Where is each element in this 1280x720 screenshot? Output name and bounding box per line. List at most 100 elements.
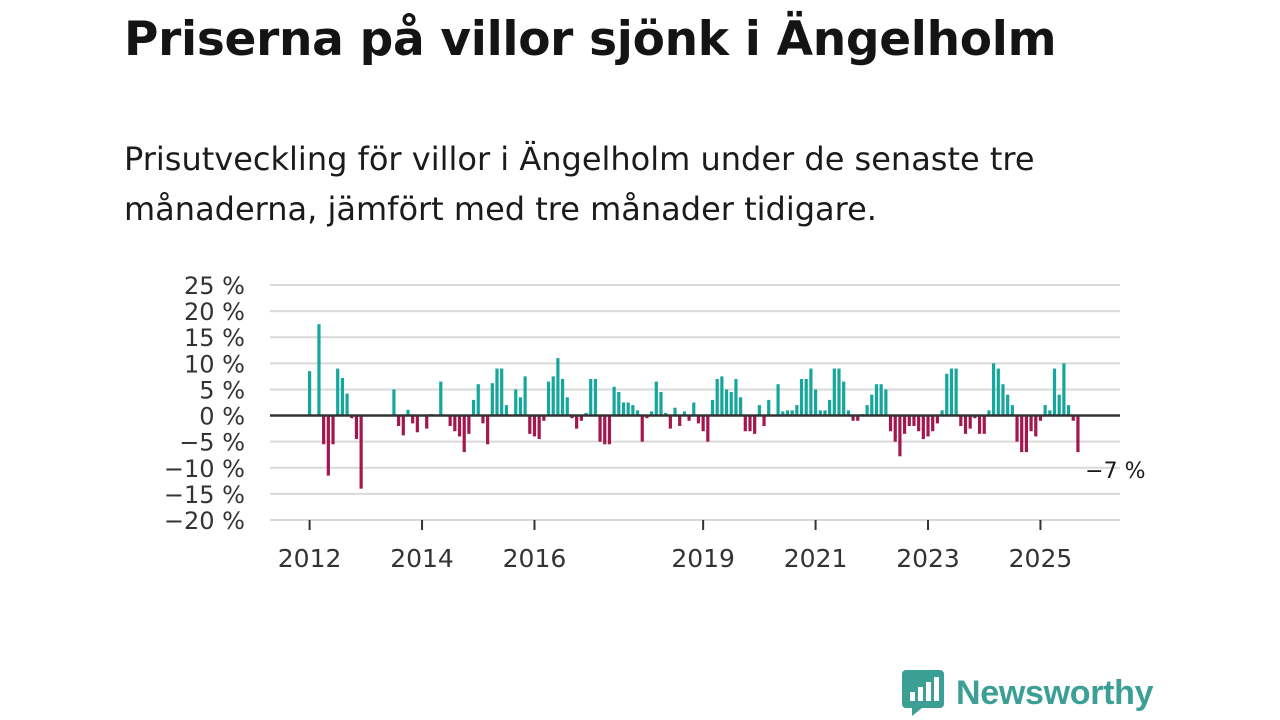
- y-axis: 25 %20 %15 %10 %5 %0 %−5 %−10 %−15 %−20 …: [164, 272, 245, 535]
- bar: [354, 415, 359, 440]
- bar: [870, 394, 874, 416]
- x-tick-label: 2016: [503, 544, 567, 573]
- bar: [439, 381, 443, 416]
- bar-chart: 25 %20 %15 %10 %5 %0 %−5 %−10 %−15 %−20 …: [164, 272, 1146, 573]
- bar: [963, 415, 968, 434]
- grid-lines: [270, 284, 1120, 521]
- bar: [654, 381, 658, 416]
- bar: [926, 415, 930, 437]
- bar: [762, 415, 766, 426]
- bar: [982, 415, 986, 434]
- y-tick-label: −15 %: [164, 481, 245, 509]
- bar: [336, 368, 340, 416]
- bar: [682, 411, 686, 416]
- newsworthy-logo: Newsworthy: [902, 670, 1154, 716]
- bar: [490, 383, 494, 416]
- bar: [837, 368, 841, 416]
- bar: [350, 415, 354, 419]
- bar: [673, 407, 677, 416]
- bar: [467, 415, 471, 434]
- bar: [640, 415, 644, 442]
- bar: [579, 415, 583, 421]
- bar: [823, 410, 827, 416]
- bar: [486, 415, 490, 445]
- bar: [664, 412, 668, 416]
- bar: [1057, 394, 1061, 416]
- bar: [893, 415, 897, 442]
- bar: [865, 405, 869, 416]
- bar: [593, 379, 597, 416]
- bar: [453, 415, 457, 432]
- bar: [392, 389, 396, 416]
- bar: [959, 415, 963, 426]
- bar: [462, 415, 466, 453]
- bar: [884, 389, 888, 416]
- bar: [767, 399, 771, 416]
- bar: [1010, 405, 1014, 416]
- bar: [902, 415, 907, 434]
- bar: [471, 399, 476, 416]
- bar: [523, 376, 527, 416]
- bar: [710, 399, 715, 416]
- bar: [813, 389, 818, 416]
- bar: [996, 368, 1000, 416]
- bar: [715, 379, 719, 416]
- bar: [345, 393, 349, 416]
- bar: [575, 415, 579, 429]
- bar: [551, 376, 555, 416]
- bar: [514, 389, 518, 416]
- bar: [1048, 410, 1052, 416]
- bar: [935, 415, 939, 424]
- bar: [631, 405, 635, 416]
- bar: [476, 384, 480, 416]
- bar: [799, 379, 804, 416]
- bar: [748, 415, 752, 432]
- bar: [828, 399, 832, 416]
- bar: [879, 384, 883, 416]
- bar: [977, 415, 982, 434]
- y-tick-label: 5 %: [199, 376, 245, 404]
- bar: [626, 402, 630, 416]
- bar: [1006, 394, 1010, 416]
- bar: [917, 415, 921, 432]
- bar: [776, 384, 780, 416]
- bar: [729, 392, 733, 416]
- bar: [743, 415, 747, 432]
- bar: [589, 379, 593, 416]
- bar: [340, 377, 344, 416]
- bar: [603, 415, 607, 445]
- bar: [532, 415, 537, 437]
- bar: [326, 415, 330, 476]
- bar: [706, 415, 710, 442]
- bar: [322, 415, 326, 445]
- bar: [495, 368, 499, 416]
- bar: [621, 402, 626, 416]
- chart-subtitle: Prisutveckling för villor i Ängelholm un…: [124, 140, 1035, 228]
- bar: [308, 371, 312, 416]
- y-tick-label: 10 %: [184, 350, 245, 378]
- bar: [1062, 363, 1066, 416]
- bar: [931, 415, 935, 432]
- brand-name: Newsworthy: [956, 673, 1154, 712]
- bar: [1043, 405, 1047, 416]
- bar: [832, 368, 836, 416]
- bar: [818, 410, 822, 416]
- bar: [724, 389, 729, 416]
- bar: [481, 415, 485, 424]
- bar: [556, 358, 560, 416]
- bar: [1066, 405, 1071, 416]
- bar: [1015, 415, 1019, 442]
- bar: [1052, 368, 1057, 416]
- bar: [781, 411, 785, 416]
- bar: [992, 363, 996, 416]
- bar: [678, 415, 682, 426]
- bar: [635, 410, 640, 416]
- bar: [790, 410, 794, 416]
- bar: [542, 415, 546, 421]
- last-value-annotation: −7 %: [1085, 459, 1145, 484]
- bar: [1071, 415, 1075, 421]
- bar: [804, 379, 808, 416]
- bar-series: [308, 324, 1080, 489]
- bar: [987, 410, 991, 416]
- y-tick-label: −20 %: [164, 507, 245, 535]
